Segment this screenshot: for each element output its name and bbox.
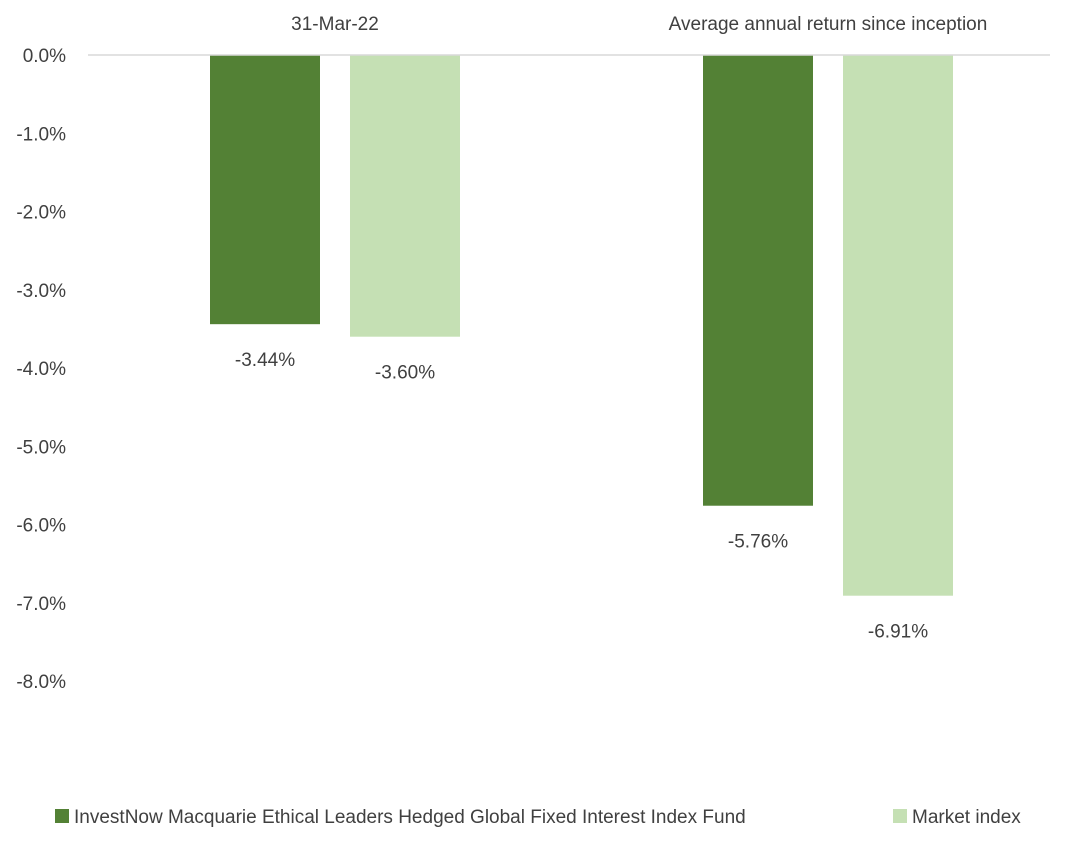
y-tick-label: -7.0%	[16, 594, 66, 615]
y-tick-label: -8.0%	[16, 672, 66, 693]
bar	[210, 55, 320, 325]
category-label: Average annual return since inception	[669, 14, 988, 35]
legend-label: InvestNow Macquarie Ethical Leaders Hedg…	[74, 807, 746, 828]
data-label: -3.60%	[375, 363, 435, 384]
y-tick-label: -4.0%	[16, 359, 66, 380]
y-tick-label: -5.0%	[16, 437, 66, 458]
data-label: -5.76%	[728, 532, 788, 553]
y-tick-label: -6.0%	[16, 516, 66, 537]
legend-label: Market index	[912, 807, 1021, 828]
legend: InvestNow Macquarie Ethical Leaders Hedg…	[55, 807, 1021, 828]
data-label: -6.91%	[868, 622, 928, 643]
legend-swatch	[55, 809, 69, 823]
bar	[703, 55, 813, 506]
y-axis-ticks: 0.0% -1.0% -2.0% -3.0% -4.0% -5.0% -6.0% -7.0% -…	[16, 46, 66, 693]
y-tick-label: -2.0%	[16, 203, 66, 224]
bars	[210, 55, 953, 596]
y-tick-label: -1.0%	[16, 124, 66, 145]
legend-swatch	[893, 809, 907, 823]
category-labels: 31-Mar-22 Average annual return since inc…	[291, 14, 987, 35]
bar	[350, 55, 460, 337]
data-labels: -3.44% -5.76% -3.60% -6.91%	[235, 350, 928, 643]
category-label: 31-Mar-22	[291, 14, 379, 35]
y-tick-label: -3.0%	[16, 281, 66, 302]
y-tick-label: 0.0%	[23, 46, 66, 67]
data-label: -3.44%	[235, 350, 295, 371]
bar	[843, 55, 953, 596]
